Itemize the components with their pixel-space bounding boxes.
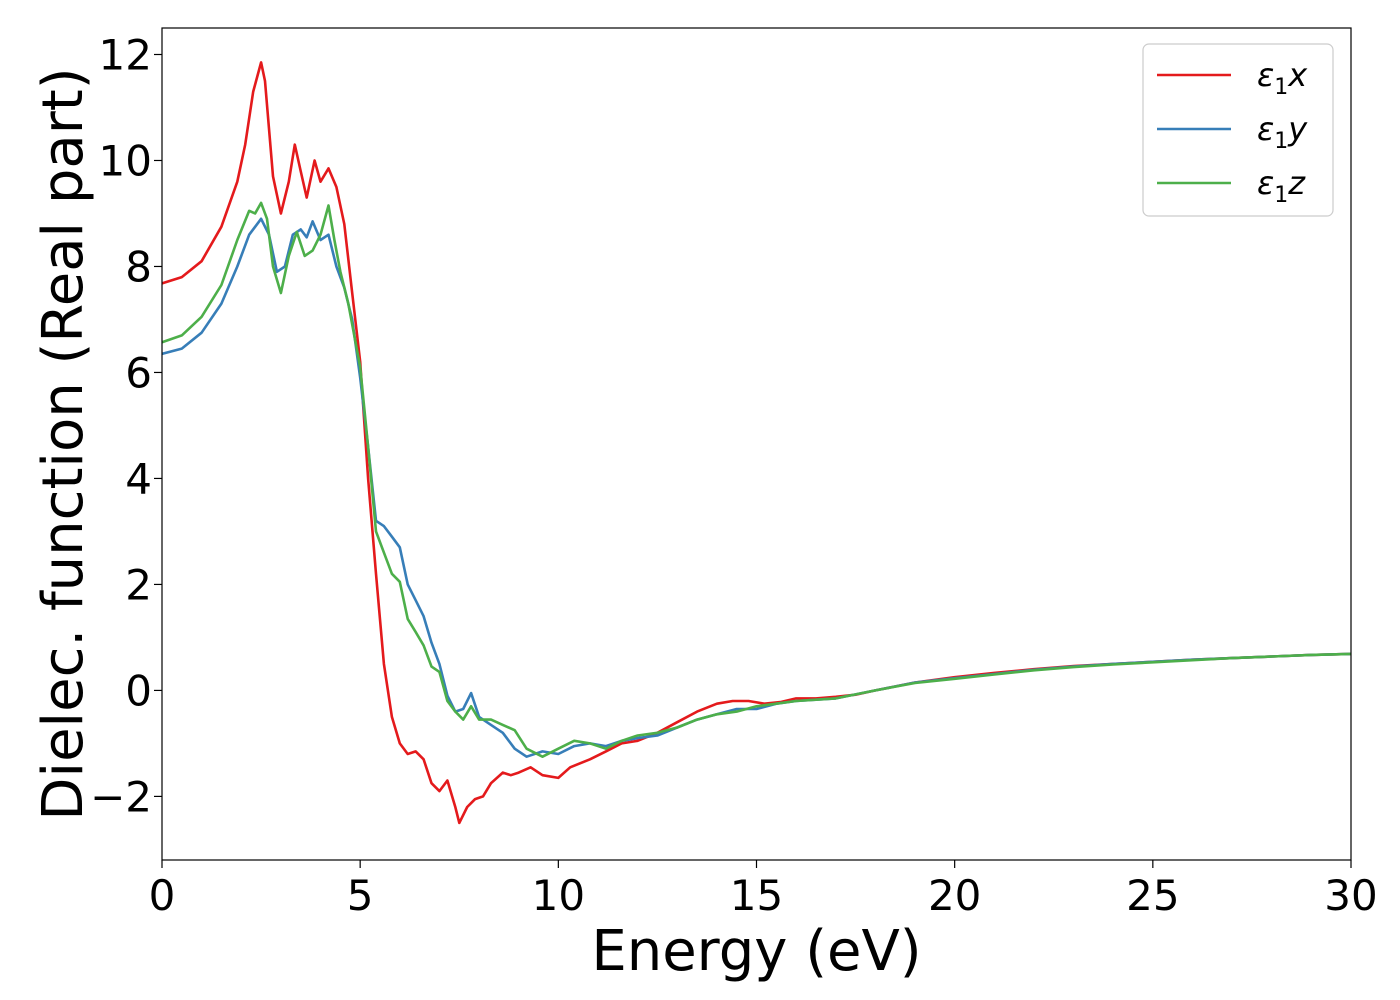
y-tick-label: 12 <box>99 30 152 79</box>
series-layer <box>162 61 1351 825</box>
y-tick-label: 2 <box>125 560 152 609</box>
x-tick-label: 0 <box>149 871 176 920</box>
x-tick-label: 30 <box>1324 871 1377 920</box>
y-axis: −2 0 2 4 6 8 10 12 <box>90 30 162 821</box>
y-tick-label: −2 <box>90 772 152 821</box>
x-tick-label: 10 <box>532 871 585 920</box>
legend: ε1x ε1y ε1z <box>1142 43 1334 217</box>
x-tick-label: 25 <box>1126 871 1179 920</box>
series-line-z <box>162 201 1351 758</box>
x-axis: 0 5 10 15 20 25 30 <box>149 860 1378 920</box>
y-tick-label: 0 <box>125 666 152 715</box>
x-axis-label: Energy (eV) <box>591 919 921 984</box>
y-tick-label: 8 <box>125 242 152 291</box>
y-tick-label: 10 <box>99 136 152 185</box>
x-tick-label: 20 <box>928 871 981 920</box>
y-axis-label: Dielec. function (Real part) <box>31 67 96 820</box>
x-tick-label: 15 <box>730 871 783 920</box>
x-tick-label: 5 <box>347 871 374 920</box>
legend-label-y: ε1y <box>1257 110 1308 154</box>
legend-label-z: ε1z <box>1257 164 1306 208</box>
legend-box <box>1142 43 1334 217</box>
legend-label-x: ε1x <box>1257 56 1308 100</box>
y-tick-label: 6 <box>125 348 152 397</box>
y-tick-label: 4 <box>125 454 152 503</box>
